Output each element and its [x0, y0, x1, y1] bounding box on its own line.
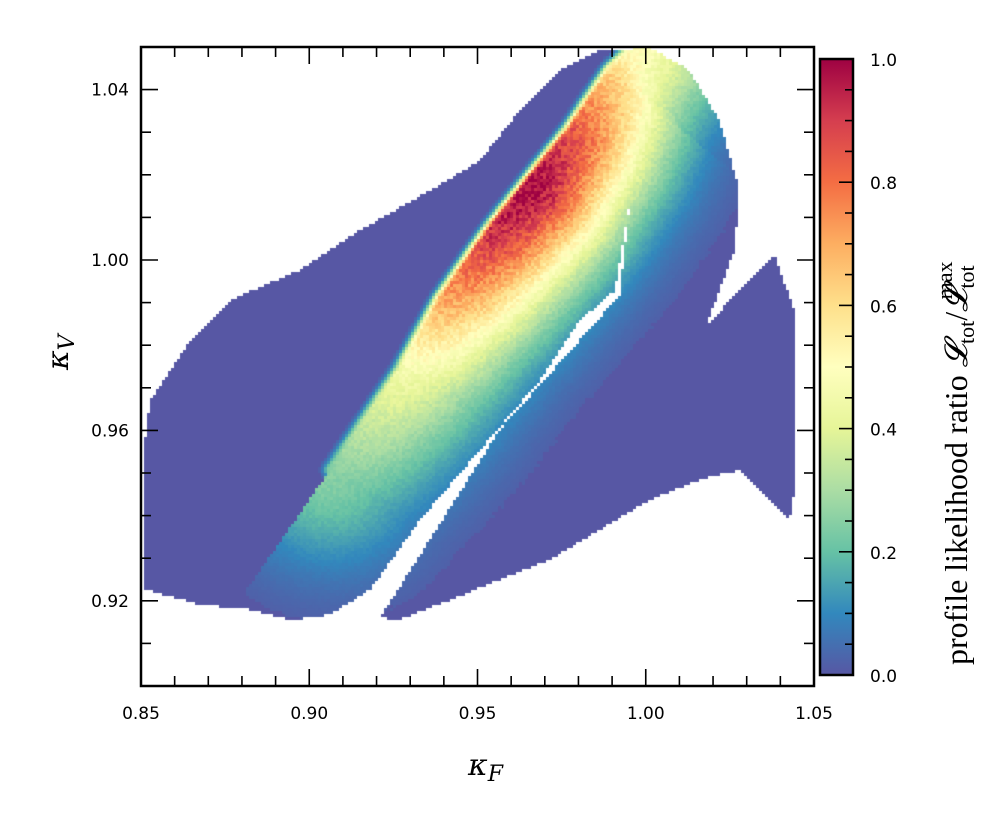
colorbar-label: profile likelihood ratio 𝓛tot/𝓛totmax: [932, 262, 979, 665]
plot-frame: [139, 45, 816, 688]
colorbar-ticks: 0.0 0.2 0.4 0.6 0.8 1.0: [839, 51, 897, 687]
colorbar-tick-label: 0.8: [870, 174, 897, 194]
x-axis-label: κF: [467, 748, 504, 787]
colorbar-tick-label: 1.0: [870, 51, 897, 71]
colorbar-tick-label: 0.6: [870, 297, 897, 317]
x-tick-label: 0.90: [290, 704, 328, 724]
x-tick-label: 1.00: [627, 704, 665, 724]
y-tick-label: 1.04: [91, 81, 129, 101]
y-tick-label: 0.92: [91, 592, 129, 612]
y-axis-ticks: 0.92 0.96 1.00 1.04: [91, 46, 814, 687]
x-tick-label: 0.85: [122, 704, 160, 724]
y-tick-label: 0.96: [91, 421, 129, 441]
y-axis-label: κV: [41, 332, 80, 371]
colorbar-tick-label: 0.2: [870, 544, 897, 564]
colorbar-tick-label: 0.4: [870, 421, 897, 441]
x-tick-label: 0.95: [459, 704, 497, 724]
y-tick-label: 1.00: [91, 251, 129, 271]
x-tick-label: 1.05: [795, 704, 833, 724]
x-axis-ticks: 0.85 0.90 0.95 1.00 1.05: [122, 47, 833, 724]
colorbar-tick-label: 0.0: [870, 667, 897, 687]
